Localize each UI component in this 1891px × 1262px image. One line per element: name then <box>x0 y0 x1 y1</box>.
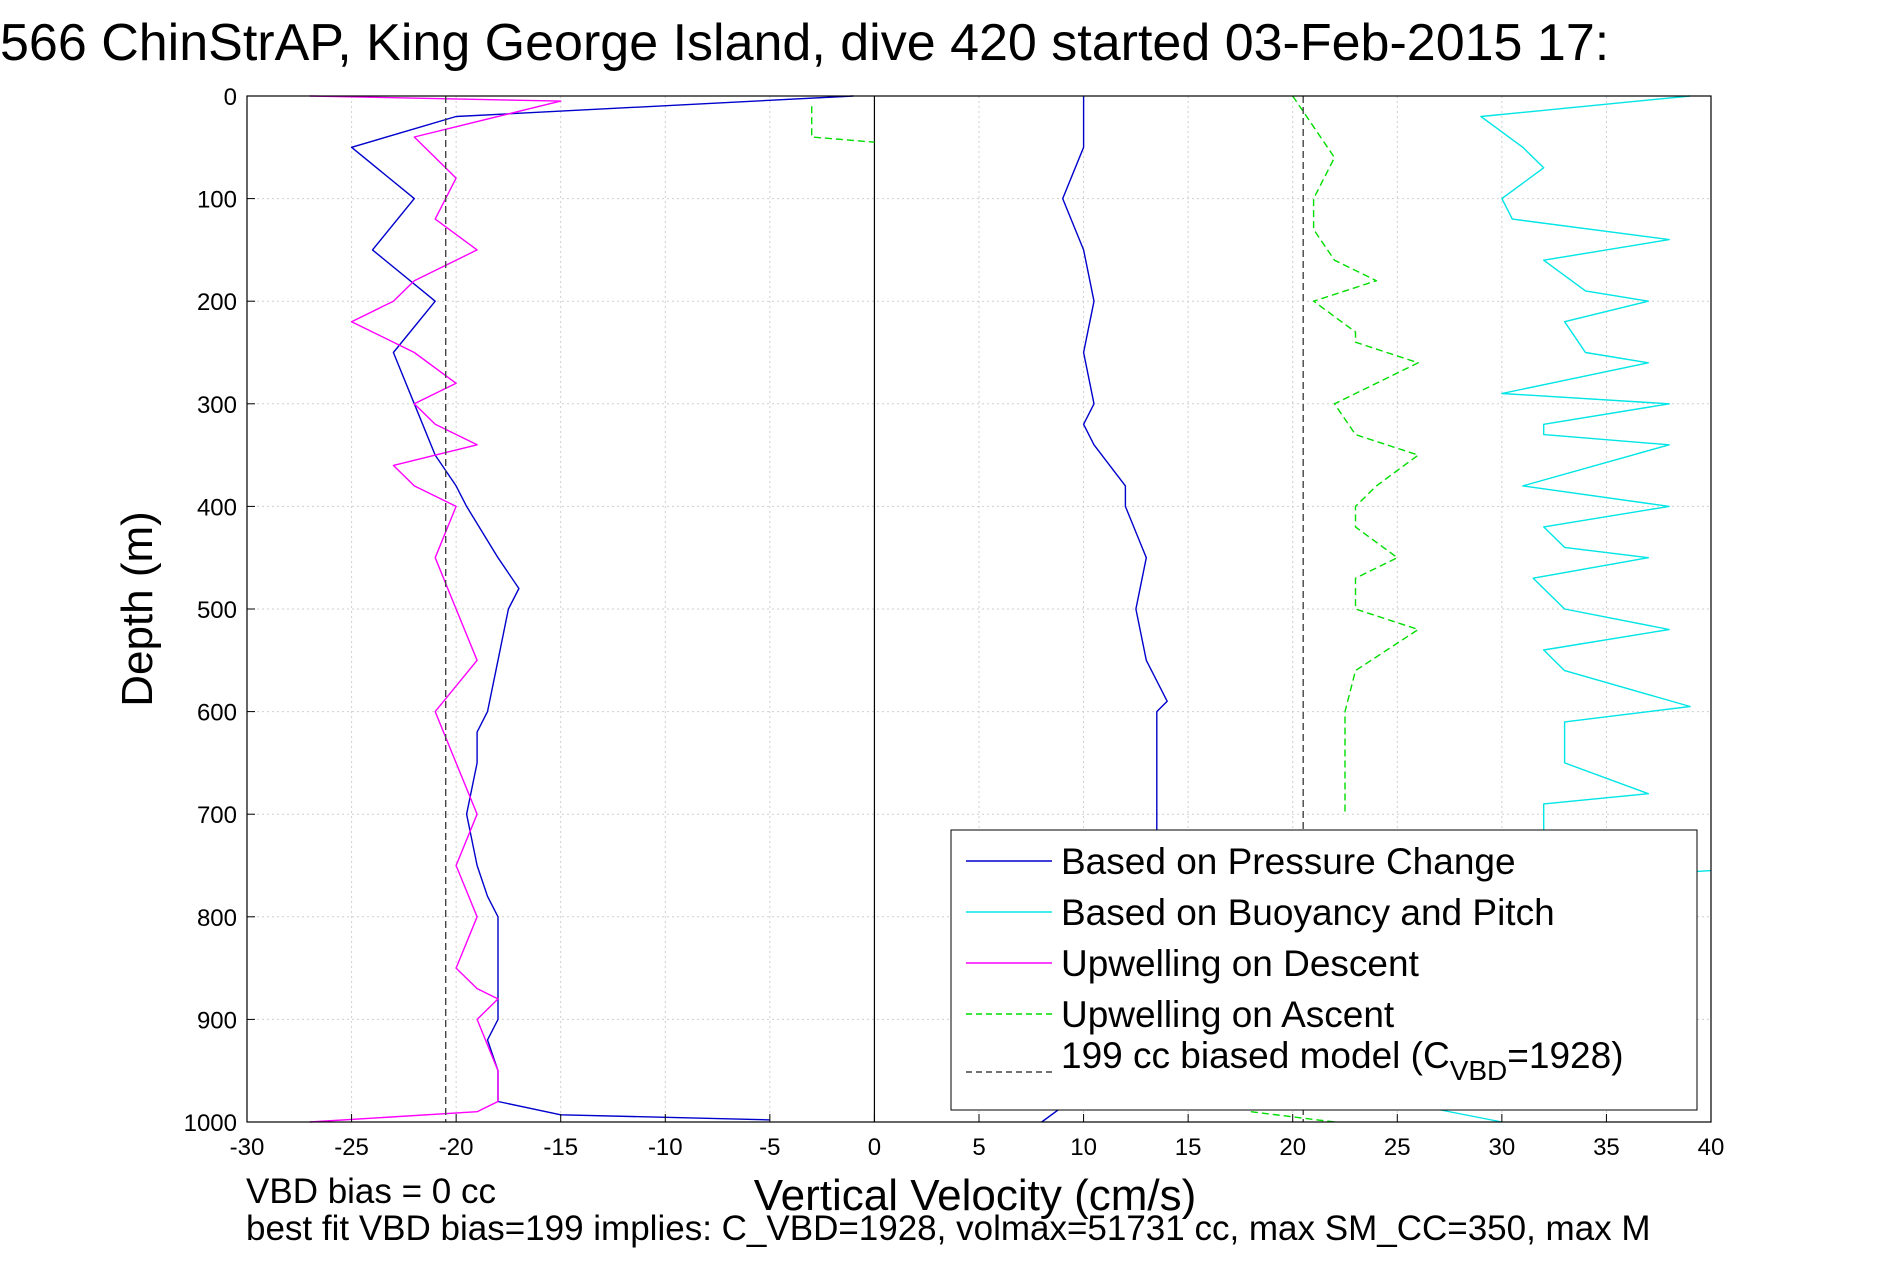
x-tick-label: 20 <box>1279 1134 1306 1161</box>
series-line-2 <box>309 95 562 1123</box>
legend-label-model-end: =1928) <box>1507 1035 1623 1076</box>
x-axis-label: Vertical Velocity (cm/s) <box>754 1171 1197 1220</box>
x-tick-label: -20 <box>439 1134 474 1161</box>
series-line-3 <box>1292 95 1419 815</box>
legend: Based on Pressure Change Based on Buoyan… <box>950 829 1698 1111</box>
footer-line-2: best fit VBD bias=199 implies: C_VBD=192… <box>246 1209 1651 1248</box>
y-axis-label: Depth (m) <box>113 511 162 707</box>
x-tick-label: -25 <box>334 1134 369 1161</box>
chart-title: 566 ChinStrAP, King George Island, dive … <box>0 14 1609 72</box>
footer-line-1: VBD bias = 0 cc <box>246 1172 496 1211</box>
x-tick-label: 25 <box>1384 1134 1411 1161</box>
legend-label-pressure: Based on Pressure Change <box>1061 841 1516 882</box>
y-tick-label: 800 <box>197 905 237 932</box>
y-tick-label: 500 <box>197 597 237 624</box>
legend-label-ascent: Upwelling on Ascent <box>1061 994 1395 1035</box>
legend-label-model-main: 199 cc biased model (C <box>1061 1035 1450 1076</box>
y-tick-label: 200 <box>197 289 237 316</box>
series-line-3 <box>811 106 875 143</box>
y-tick-label: 100 <box>197 187 237 214</box>
legend-label-model: 199 cc biased model (CVBD=1928) <box>1061 1035 1624 1086</box>
x-tick-label: 10 <box>1070 1134 1097 1161</box>
y-tick-label: 700 <box>197 802 237 829</box>
y-tick-label: 1000 <box>184 1110 237 1137</box>
x-tick-label: 40 <box>1698 1134 1725 1161</box>
y-tick-label: 900 <box>197 1007 237 1034</box>
y-tick-label: 400 <box>197 494 237 521</box>
legend-label-model-sub: VBD <box>1450 1055 1508 1086</box>
x-tick-label: -5 <box>759 1134 780 1161</box>
x-tick-label: 30 <box>1489 1134 1516 1161</box>
series-line-0 <box>1061 96 1168 835</box>
y-tick-label: 600 <box>197 700 237 727</box>
x-tick-label: 15 <box>1175 1134 1202 1161</box>
legend-box <box>950 829 1698 1111</box>
x-tick-label: 5 <box>972 1134 985 1161</box>
y-tick-label: 0 <box>224 84 237 111</box>
x-tick-label: -15 <box>543 1134 578 1161</box>
axis-ticks: -30 -25 -20 -15 -10 -5 0 5 10 15 20 25 30 35 400100200… <box>184 84 1725 1161</box>
series-line-0 <box>350 95 854 1121</box>
series-line-1 <box>1480 95 1691 835</box>
x-tick-label: -10 <box>648 1134 683 1161</box>
legend-label-buoyancy: Based on Buoyancy and Pitch <box>1061 892 1555 933</box>
x-tick-label: 35 <box>1593 1134 1620 1161</box>
x-tick-label: 0 <box>868 1134 881 1161</box>
series-line-3 <box>1250 1111 1335 1123</box>
y-tick-label: 300 <box>197 392 237 419</box>
x-tick-label: -30 <box>230 1134 265 1161</box>
legend-label-descent: Upwelling on Descent <box>1061 943 1420 984</box>
